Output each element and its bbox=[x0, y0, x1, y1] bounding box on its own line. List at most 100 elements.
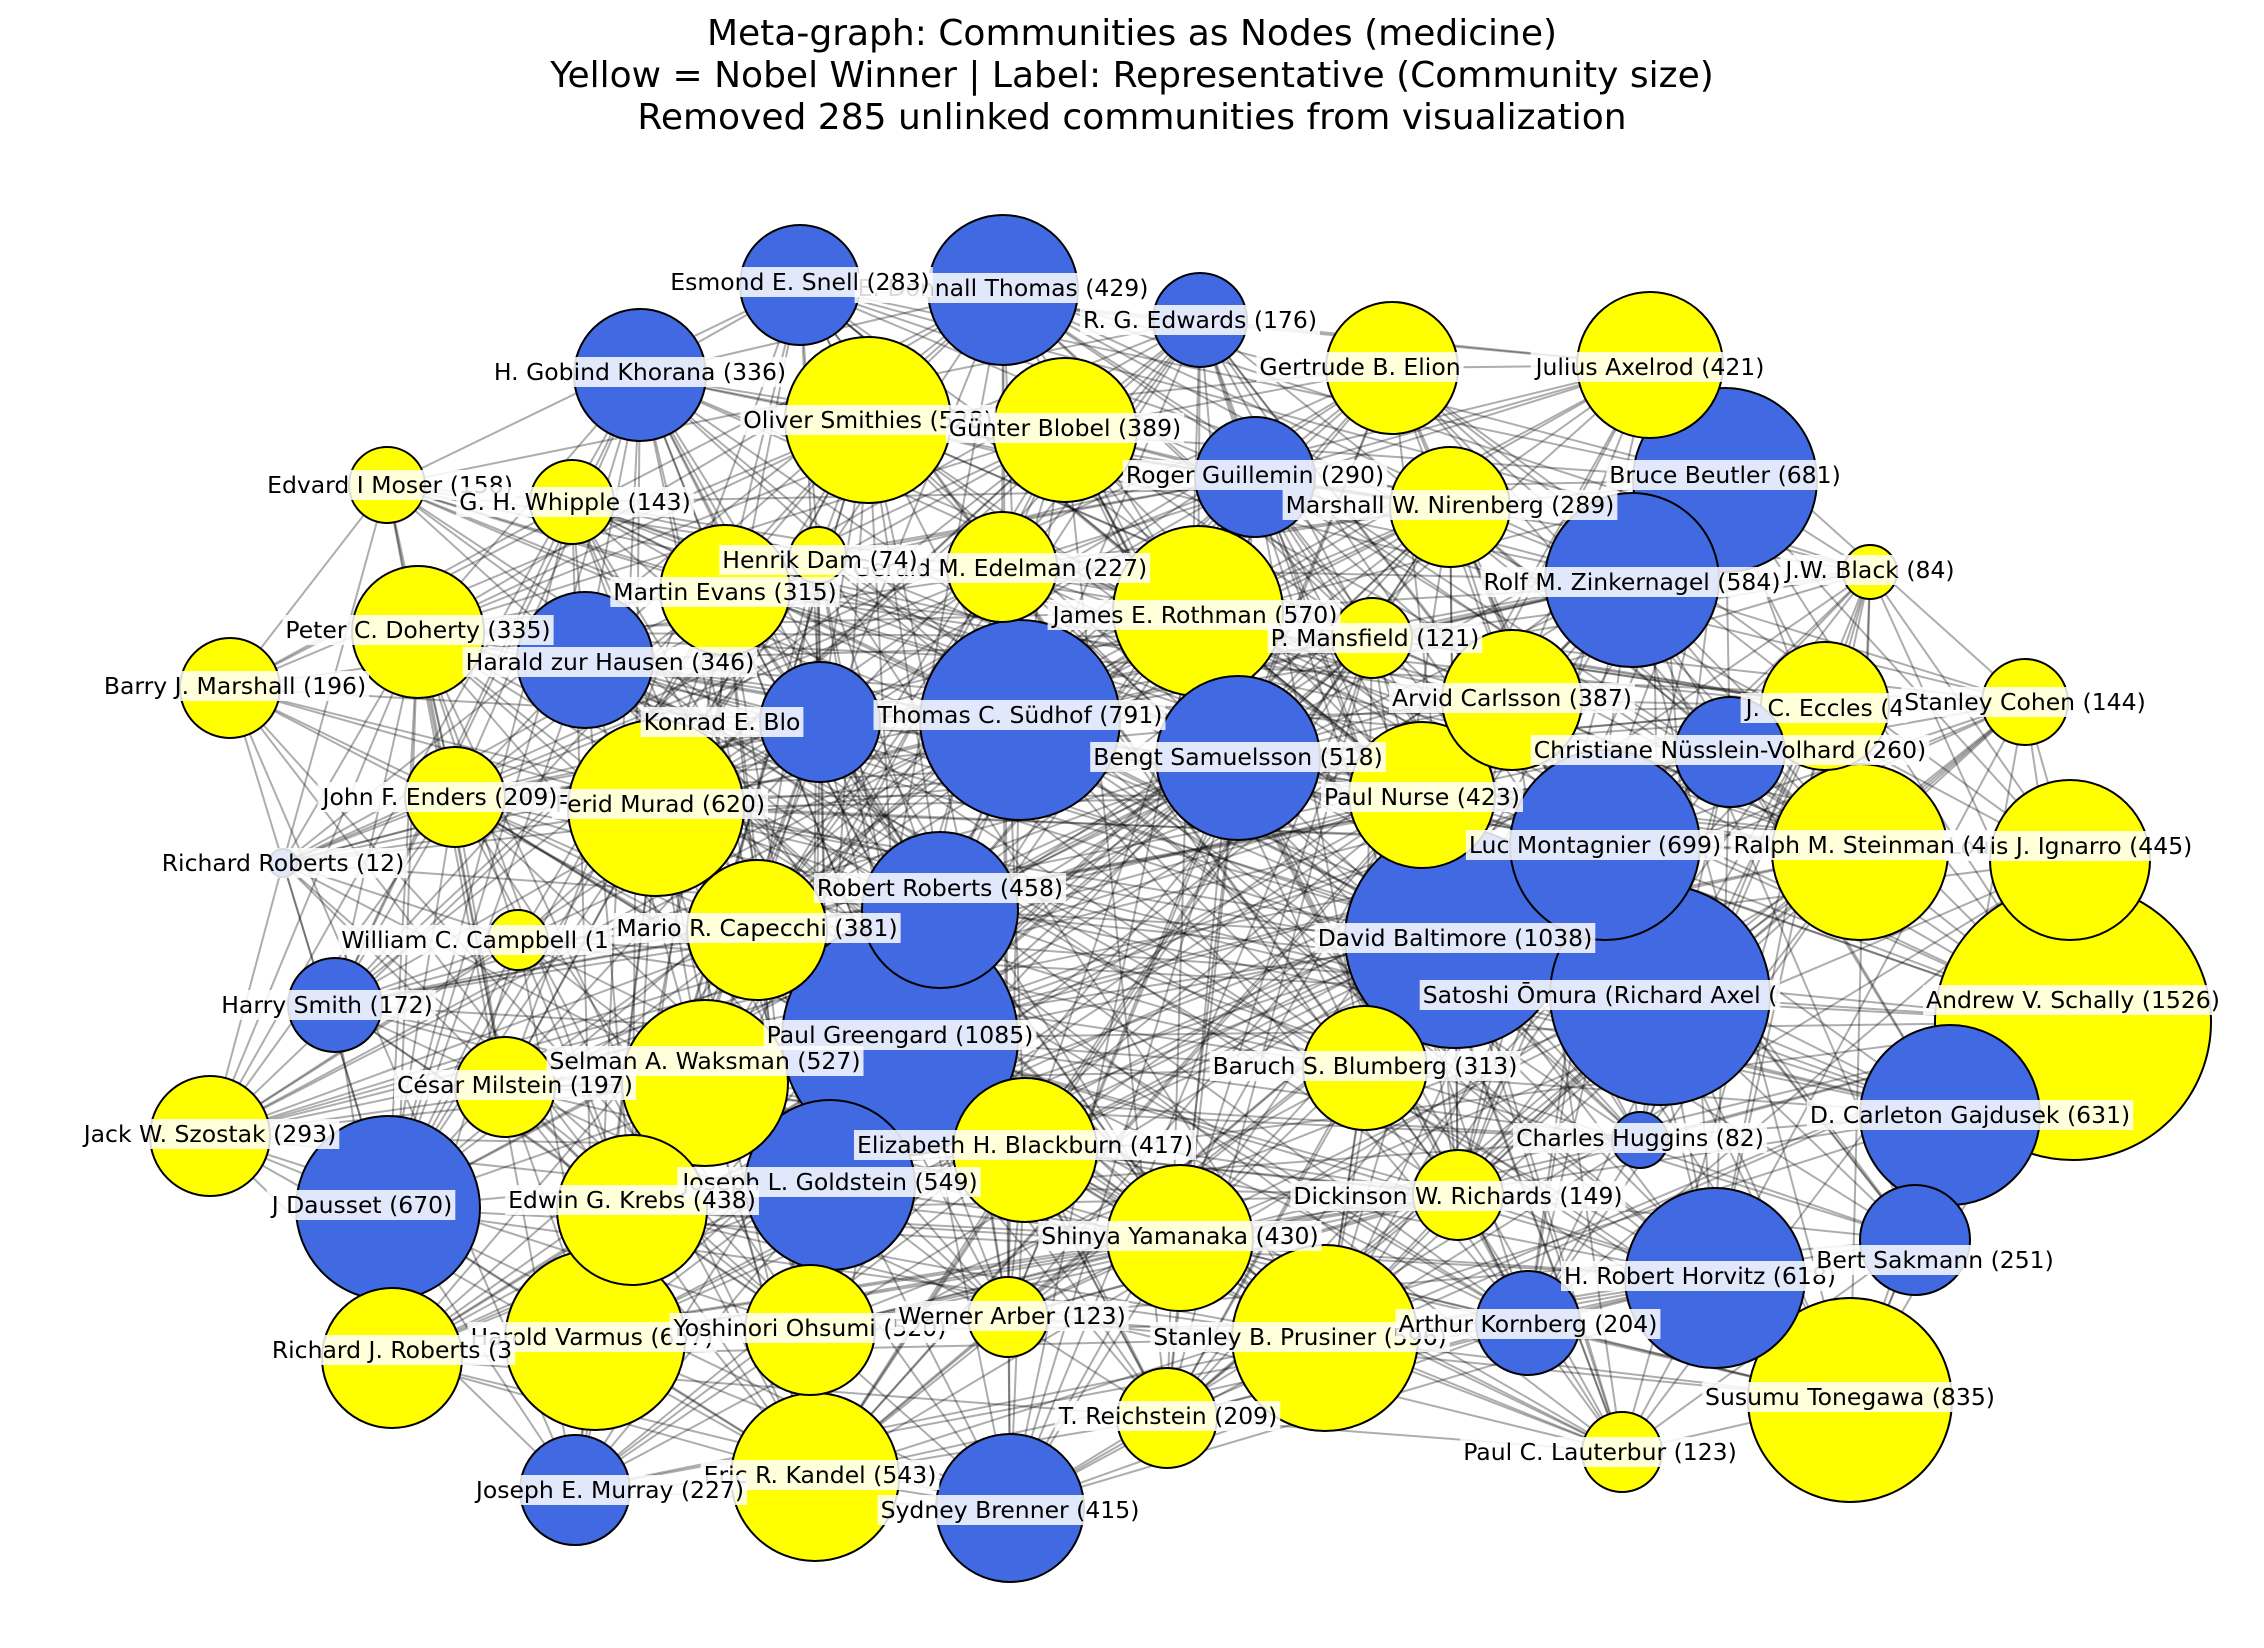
node-label: Sydney Brenner (415) bbox=[877, 1495, 1143, 1525]
node-label: Werner Arber (123) bbox=[895, 1301, 1129, 1331]
node-label: Arthur Kornberg (204) bbox=[1395, 1309, 1661, 1339]
node-label-background bbox=[266, 1190, 456, 1220]
node-label-background bbox=[1702, 1382, 1998, 1412]
title-line-3: Removed 285 unlinked communities from vi… bbox=[637, 97, 1626, 138]
node-label-text: P. Mansfield (121) bbox=[1271, 624, 1480, 652]
node-label: R. G. Edwards (176) bbox=[1079, 305, 1321, 335]
node-label-text: J.W. Black (84) bbox=[1783, 556, 1954, 584]
node-label: P. Mansfield (121) bbox=[1267, 623, 1483, 653]
node-label-background bbox=[763, 1020, 1037, 1050]
node-label: Harald zur Hausen (346) bbox=[462, 647, 758, 677]
node-label-text: Martin Evans (315) bbox=[613, 578, 836, 606]
node-label-background bbox=[1923, 985, 2223, 1015]
node-label: Joseph L. Goldstein (549) bbox=[677, 1167, 981, 1197]
node-label-text: J Dausset (670) bbox=[270, 1191, 453, 1219]
node-label-text: Luc Montagnier (699) bbox=[1469, 831, 1721, 859]
community-edge bbox=[574, 1337, 1326, 1491]
node-label: T. Reichstein (209) bbox=[1054, 1401, 1281, 1431]
community-edge bbox=[387, 589, 726, 1209]
node-label-text: Richard J. Roberts (3 bbox=[272, 1336, 512, 1364]
node-label-text: H. Robert Horvitz (618) bbox=[1564, 1262, 1836, 1290]
node-label-background bbox=[1282, 490, 1618, 520]
community-edge bbox=[387, 631, 419, 1209]
node-label: Paul Nurse (423) bbox=[1321, 782, 1523, 812]
node-label: Günter Blobel (389) bbox=[945, 413, 1185, 443]
node-label-text: Elizabeth H. Blackburn (417) bbox=[857, 1131, 1193, 1159]
node-label-background bbox=[1480, 567, 1784, 597]
node-label-background bbox=[877, 1495, 1143, 1525]
node-label-background bbox=[873, 700, 1166, 730]
node-label: James E. Rothman (570) bbox=[1047, 600, 1341, 630]
node-label-background bbox=[268, 1335, 516, 1365]
node-label-background bbox=[854, 1130, 1196, 1160]
node-label: Robert Roberts (458) bbox=[813, 873, 1067, 903]
community-edge bbox=[574, 1067, 1366, 1491]
node-label: Dickinson W. Richards (149) bbox=[1290, 1181, 1626, 1211]
node-label-text: Marshall W. Nirenberg (289) bbox=[1286, 491, 1615, 519]
community-edge bbox=[1179, 637, 1373, 1239]
node-label: William C. Campbell (1 bbox=[338, 925, 612, 955]
community-edge bbox=[454, 476, 1256, 798]
node-label: Henrik Dam (74) bbox=[719, 545, 921, 575]
figure-title: Meta-graph: Communities as Nodes (medici… bbox=[549, 13, 1714, 138]
node-label-text: Christiane Nüsslein-Volhard (260) bbox=[1534, 736, 1926, 764]
node-label: Richard Roberts (12) bbox=[158, 848, 408, 878]
node-label-background bbox=[78, 1119, 340, 1149]
node-label-background bbox=[1267, 623, 1483, 653]
node-label-background bbox=[640, 707, 804, 737]
node-label-text: Konrad E. Blo bbox=[644, 708, 801, 736]
node-label: Ferid Murad (620) bbox=[551, 789, 769, 819]
node-label-background bbox=[1606, 460, 1844, 490]
node-label-text: Peter C. Doherty (335) bbox=[285, 616, 550, 644]
node-label-text: Arthur Kornberg (204) bbox=[1399, 1310, 1658, 1338]
node-label-background bbox=[1730, 830, 1990, 860]
node-label: Joseph E. Murray (227) bbox=[470, 1475, 748, 1505]
node-label-background bbox=[1389, 683, 1635, 713]
node-label-text: Julius Axelrod (421) bbox=[1534, 353, 1765, 381]
community-edge bbox=[639, 374, 1181, 1239]
community-edge bbox=[454, 374, 641, 798]
node-label-text: R. G. Edwards (176) bbox=[1083, 306, 1317, 334]
node-label: David Baltimore (1038) bbox=[1314, 923, 1596, 953]
node-label: Richard J. Roberts (3 bbox=[268, 1335, 516, 1365]
node-label-text: T. Reichstein (209) bbox=[1058, 1402, 1278, 1430]
community-edge bbox=[809, 994, 1661, 1331]
community-edge bbox=[571, 479, 1726, 503]
community-node[interactable] bbox=[1859, 1184, 1971, 1296]
node-label-background bbox=[1561, 1261, 1839, 1291]
node-label-background bbox=[813, 873, 1067, 903]
node-label: Elizabeth H. Blackburn (417) bbox=[854, 1130, 1196, 1160]
node-label-background bbox=[394, 1070, 636, 1100]
node-label-background bbox=[158, 848, 408, 878]
node-label-background bbox=[1530, 735, 1930, 765]
node-label-text: J. C. Eccles (4 bbox=[1744, 694, 1905, 722]
node-label-text: Thomas C. Südhof (791) bbox=[877, 701, 1163, 729]
community-edge bbox=[639, 374, 941, 911]
node-label-background bbox=[1513, 1123, 1767, 1153]
node-label-text: Edwin G. Krebs (438) bbox=[508, 1186, 756, 1214]
community-edge bbox=[655, 429, 1066, 809]
node-label-text: David Baltimore (1038) bbox=[1318, 924, 1593, 952]
community-edge bbox=[417, 631, 506, 1088]
node-label: Thomas C. Südhof (791) bbox=[873, 700, 1166, 730]
community-node[interactable] bbox=[861, 831, 1019, 989]
node-label-background bbox=[282, 615, 554, 645]
community-edge bbox=[584, 659, 1716, 1279]
node-label: Baruch S. Blumberg (313) bbox=[1209, 1051, 1521, 1081]
node-label: Konrad E. Blo bbox=[640, 707, 804, 737]
node-label-background bbox=[1256, 352, 1464, 382]
node-label-text: Barry J. Marshall (196) bbox=[104, 672, 366, 700]
community-edge bbox=[756, 566, 1003, 931]
node-label: Bert Sakmann (251) bbox=[1813, 1245, 2057, 1275]
node-label: César Milstein (197) bbox=[394, 1070, 636, 1100]
node-label-text: Ferid Murad (620) bbox=[555, 790, 765, 818]
node-label: G. H. Whipple (143) bbox=[456, 487, 694, 517]
node-label-text: Gertrude B. Elion bbox=[1259, 353, 1460, 381]
node-label-background bbox=[610, 577, 840, 607]
node-label-background bbox=[505, 1185, 759, 1215]
node-label-text: Bengt Samuelsson (518) bbox=[1093, 743, 1383, 771]
node-label: Roger Guillemin (290) bbox=[1122, 460, 1388, 490]
community-edge bbox=[1449, 506, 1861, 853]
node-label-text: Esmond E. Snell (283) bbox=[670, 268, 929, 296]
